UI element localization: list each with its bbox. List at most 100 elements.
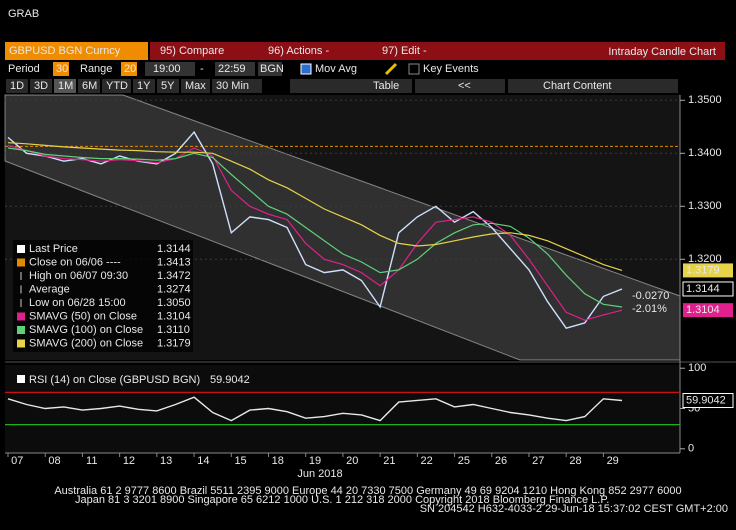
app-title: GRAB [8, 8, 39, 20]
legend-label: SMAVG (50) on Close [29, 310, 137, 322]
range-button-label[interactable]: 30 Min [216, 80, 249, 92]
x-tick-label: 08 [48, 455, 60, 467]
period-field[interactable]: 30 [56, 63, 68, 75]
range-button-label[interactable]: 1D [10, 80, 24, 92]
range-button-label[interactable]: 5Y [161, 80, 175, 92]
range-button-label[interactable]: YTD [106, 80, 128, 92]
legend-swatch [17, 245, 25, 253]
range-button-label[interactable]: 1Y [137, 80, 151, 92]
table-button[interactable] [367, 79, 412, 93]
edit-menu[interactable]: 97) Edit - [382, 45, 427, 57]
series-line [7, 144, 623, 321]
rsi-tag [682, 393, 734, 409]
start-field[interactable]: 19:00 [153, 63, 181, 75]
range-button[interactable] [133, 79, 155, 93]
range-button-label[interactable]: 6M [82, 80, 97, 92]
y-tick-label: 1.3300 [688, 200, 722, 212]
legend-swatch [17, 258, 25, 267]
range-label: Range [80, 63, 112, 75]
x-tick-label: 19 [309, 455, 321, 467]
x-tick-label: 28 [569, 455, 581, 467]
chart-name: Intraday Candle Chart [608, 46, 716, 58]
range-button[interactable] [30, 79, 52, 93]
range-button-label[interactable]: 1M [58, 80, 73, 92]
legend-value: 1.3110 [157, 324, 190, 336]
table-button-label[interactable]: Table [373, 80, 399, 92]
legend-label: High on 06/07 09:30 [29, 270, 128, 282]
range-field[interactable]: 20 [124, 63, 136, 75]
series-line [7, 142, 623, 271]
rsi-panel [5, 365, 680, 453]
price-tag [682, 281, 734, 297]
legend-swatch [17, 312, 25, 321]
end-field[interactable]: 22:59 [218, 63, 246, 75]
security[interactable]: GBPUSD BGN Curncy [9, 45, 121, 57]
range-button-label[interactable]: Max [185, 80, 206, 92]
rsi-label: RSI (14) on Close (GBPUSD BGN) [29, 374, 200, 386]
chart-content-label[interactable]: Chart Content [543, 80, 611, 92]
legend-value: 1.3179 [157, 337, 191, 349]
rsi-value: 59.9042 [210, 374, 250, 386]
range-button[interactable] [157, 79, 179, 93]
field-box[interactable] [121, 62, 137, 76]
legend-label: Average [29, 283, 70, 295]
legend-swatch [17, 339, 25, 348]
y-tick-label: 1.3400 [688, 147, 722, 159]
legend-swatch [17, 375, 25, 383]
field-box[interactable] [258, 62, 282, 76]
x-tick-label: 25 [458, 455, 470, 467]
series-line [7, 147, 623, 308]
pencil-icon[interactable] [384, 62, 398, 76]
field-box[interactable] [53, 62, 69, 76]
legend-label: Low on 06/28 15:00 [29, 297, 126, 309]
range-button-label[interactable]: 3D [34, 80, 48, 92]
series-line [7, 396, 623, 422]
range-button[interactable] [54, 79, 76, 93]
legend-label: Close on 06/06 ---- [29, 256, 121, 268]
legend-value: 1.3144 [157, 243, 191, 255]
x-tick-label: 13 [160, 455, 172, 467]
source-field[interactable]: BGN [260, 63, 284, 75]
legend-value: 1.3472 [157, 270, 191, 282]
range-button[interactable] [78, 79, 100, 93]
back-button[interactable] [415, 79, 505, 93]
key-events-label[interactable]: Key Events [423, 63, 479, 75]
actions-menu[interactable]: 96) Actions - [268, 45, 329, 57]
range-button[interactable] [102, 79, 131, 93]
y-tick-label: 0 [688, 443, 694, 455]
mov-avg-label[interactable]: Mov Avg [315, 63, 357, 75]
mov-avg-checkbox[interactable] [300, 63, 312, 75]
legend-label: Last Price [29, 243, 78, 255]
x-tick-label: 29 [607, 455, 619, 467]
security-box[interactable] [5, 42, 148, 60]
y-tick-label: 1.3500 [688, 94, 722, 106]
footer-line: Australia 61 2 9777 8600 Brazil 5511 239… [54, 485, 681, 497]
key-events-checkbox[interactable] [408, 63, 420, 75]
x-tick-label: 26 [495, 455, 507, 467]
x-tick-label: 14 [197, 455, 209, 467]
legend-label: SMAVG (100) on Close [29, 324, 143, 336]
x-tick-label: 27 [532, 455, 544, 467]
chart-content-button[interactable] [508, 79, 678, 93]
x-tick-label: 11 [86, 455, 97, 467]
field-box[interactable] [145, 62, 195, 76]
back-button-label[interactable]: << [458, 80, 471, 92]
range-button[interactable] [6, 79, 28, 93]
price-tag [683, 263, 733, 278]
change-annotation: -2.01% [632, 303, 667, 315]
range-button[interactable] [212, 79, 262, 93]
x-axis-label: Jun 2018 [297, 468, 342, 480]
price-tag-label: 1.3179 [686, 264, 720, 276]
legend-value: 1.3104 [157, 310, 191, 322]
x-tick-label: 12 [123, 455, 135, 467]
footer-line: SN 204542 H632-4033-2 29-Jun-18 15:37:02… [420, 503, 728, 515]
legend-value: 1.3274 [157, 283, 191, 295]
range-button[interactable] [181, 79, 210, 93]
legend-value: 1.3413 [157, 256, 191, 268]
compare-menu[interactable]: 95) Compare [160, 45, 224, 57]
field-box[interactable] [215, 62, 255, 76]
tool-button[interactable] [290, 79, 390, 93]
rsi-tag-label: 59.9042 [686, 394, 726, 406]
x-tick-label: 21 [383, 455, 395, 467]
